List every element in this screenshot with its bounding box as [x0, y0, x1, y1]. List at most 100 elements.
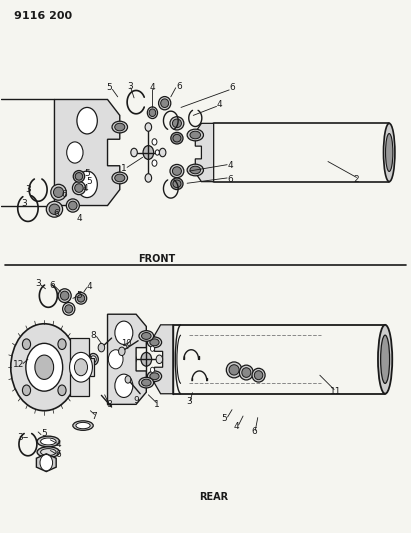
- Text: FRONT: FRONT: [138, 254, 175, 263]
- Circle shape: [143, 331, 150, 340]
- Text: 10: 10: [121, 339, 131, 348]
- Text: 6: 6: [252, 427, 257, 437]
- Ellipse shape: [172, 167, 181, 175]
- Ellipse shape: [81, 355, 89, 364]
- Text: 9116 200: 9116 200: [14, 11, 72, 21]
- Circle shape: [152, 139, 157, 145]
- Ellipse shape: [161, 99, 169, 108]
- Ellipse shape: [159, 96, 171, 110]
- Ellipse shape: [173, 180, 181, 188]
- Text: 3: 3: [25, 185, 31, 194]
- Circle shape: [23, 339, 30, 350]
- Circle shape: [118, 347, 125, 356]
- Ellipse shape: [49, 204, 60, 214]
- Ellipse shape: [71, 353, 83, 366]
- Ellipse shape: [46, 201, 62, 217]
- Text: 3: 3: [21, 199, 27, 208]
- Ellipse shape: [173, 134, 181, 142]
- Text: 4: 4: [76, 214, 82, 223]
- Ellipse shape: [74, 356, 80, 363]
- Ellipse shape: [69, 201, 77, 210]
- Polygon shape: [55, 100, 120, 206]
- Circle shape: [74, 359, 88, 376]
- Ellipse shape: [65, 305, 73, 313]
- Ellipse shape: [147, 107, 157, 118]
- Circle shape: [77, 171, 97, 198]
- Ellipse shape: [141, 333, 151, 340]
- Text: 4: 4: [86, 282, 92, 291]
- Text: 4: 4: [150, 83, 155, 92]
- Ellipse shape: [51, 184, 66, 200]
- Circle shape: [58, 339, 66, 350]
- Ellipse shape: [77, 295, 85, 302]
- Ellipse shape: [88, 353, 98, 365]
- Ellipse shape: [383, 123, 395, 182]
- Text: 5: 5: [84, 169, 90, 178]
- Text: 12: 12: [13, 360, 24, 369]
- Ellipse shape: [190, 131, 201, 139]
- Circle shape: [130, 355, 136, 364]
- Circle shape: [143, 379, 150, 387]
- Ellipse shape: [171, 178, 183, 190]
- Text: 2: 2: [354, 174, 359, 183]
- Circle shape: [98, 343, 105, 352]
- Ellipse shape: [75, 173, 83, 180]
- Ellipse shape: [66, 199, 79, 212]
- Circle shape: [67, 142, 83, 163]
- Ellipse shape: [242, 368, 251, 377]
- Ellipse shape: [226, 362, 242, 378]
- Ellipse shape: [53, 187, 64, 197]
- Text: 4: 4: [217, 100, 223, 109]
- Circle shape: [150, 346, 155, 351]
- Circle shape: [131, 148, 137, 157]
- Ellipse shape: [75, 184, 83, 192]
- Ellipse shape: [76, 422, 90, 429]
- Ellipse shape: [37, 447, 60, 457]
- Text: 6: 6: [176, 82, 182, 91]
- Circle shape: [152, 160, 157, 166]
- Ellipse shape: [112, 172, 127, 184]
- Ellipse shape: [41, 438, 56, 445]
- Ellipse shape: [73, 421, 93, 430]
- Ellipse shape: [139, 377, 154, 388]
- Ellipse shape: [229, 365, 239, 375]
- Text: REAR: REAR: [199, 492, 228, 502]
- Ellipse shape: [172, 119, 181, 127]
- Circle shape: [150, 367, 155, 373]
- Ellipse shape: [378, 325, 392, 394]
- Ellipse shape: [254, 371, 263, 379]
- Ellipse shape: [73, 171, 85, 182]
- Ellipse shape: [72, 181, 85, 195]
- Ellipse shape: [170, 117, 184, 130]
- Ellipse shape: [58, 289, 71, 303]
- Text: 6: 6: [229, 83, 235, 92]
- Text: 5: 5: [76, 291, 82, 300]
- Circle shape: [159, 148, 166, 157]
- Circle shape: [23, 385, 30, 395]
- Text: 4: 4: [233, 422, 239, 431]
- Polygon shape: [195, 123, 214, 182]
- Ellipse shape: [150, 339, 159, 346]
- Circle shape: [115, 321, 133, 344]
- Text: 1: 1: [154, 400, 159, 409]
- Text: 4: 4: [227, 161, 233, 170]
- Ellipse shape: [139, 330, 154, 341]
- Text: 5: 5: [86, 177, 92, 186]
- Text: 3: 3: [17, 433, 23, 442]
- Ellipse shape: [62, 303, 75, 316]
- Ellipse shape: [75, 293, 87, 304]
- Circle shape: [125, 376, 131, 383]
- Circle shape: [141, 352, 152, 366]
- Circle shape: [155, 150, 159, 155]
- Ellipse shape: [386, 134, 393, 172]
- Circle shape: [26, 343, 62, 391]
- Ellipse shape: [170, 165, 184, 177]
- Circle shape: [35, 355, 53, 379]
- Text: 4: 4: [82, 184, 88, 193]
- Circle shape: [69, 352, 92, 382]
- Circle shape: [58, 385, 66, 395]
- Polygon shape: [108, 314, 146, 405]
- Text: 3: 3: [35, 279, 41, 288]
- Ellipse shape: [90, 356, 96, 363]
- Ellipse shape: [141, 379, 151, 386]
